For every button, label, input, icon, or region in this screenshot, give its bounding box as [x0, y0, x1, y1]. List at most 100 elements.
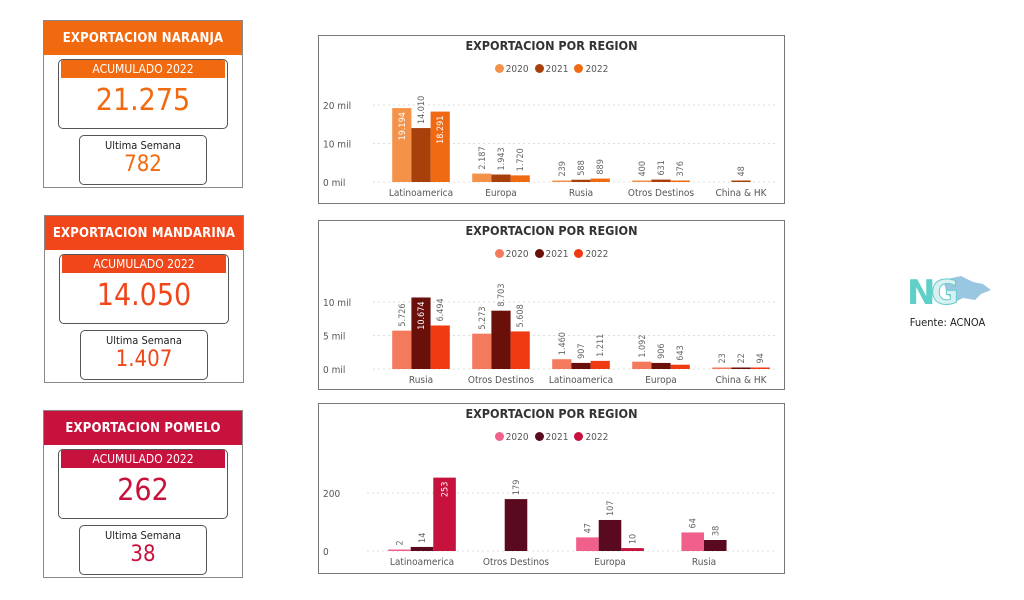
data-label: 5.726 [398, 303, 408, 326]
bar-2020[interactable] [712, 367, 732, 370]
legend-item[interactable]: 2020 [494, 64, 529, 75]
bar-2021[interactable] [571, 179, 591, 182]
data-label: 906 [657, 343, 667, 358]
bar-2021[interactable] [651, 362, 671, 369]
legend-label: 2021 [545, 64, 569, 75]
data-label: 239 [558, 161, 568, 176]
bar-2020[interactable] [552, 359, 572, 369]
bar-2020[interactable] [392, 108, 412, 182]
accumulated-value: 14.050 [96, 278, 192, 313]
chart-legend: 2020 2021 2022 [319, 432, 784, 443]
data-label: 1.092 [638, 334, 648, 357]
bar-2020[interactable] [681, 532, 704, 551]
legend-dot-icon [574, 432, 584, 441]
bar-2022[interactable] [750, 367, 770, 370]
legend-item[interactable]: 2021 [534, 64, 569, 75]
data-label: 5.608 [516, 304, 526, 327]
data-label: 631 [657, 160, 667, 175]
card-title: EXPORTACION MANDARINA [45, 216, 243, 250]
bar-2021[interactable] [491, 310, 511, 369]
bar-2022[interactable] [510, 175, 530, 182]
plot-area: 0 mil 10 mil 20 mil 19.194 14.010 18.291 Latin… [323, 96, 777, 199]
y-tick-label: 10 mil [323, 298, 351, 309]
bar-2021[interactable] [504, 499, 528, 551]
data-label: 400 [638, 161, 648, 176]
plot-area: 0 mil 5 mil 10 mil 5.726 10.674 6.494 Rusia 5.2… [323, 284, 777, 386]
bar-2021[interactable] [491, 174, 511, 182]
ng-logo-icon: N G [907, 273, 991, 314]
x-tick-label: Europa [594, 557, 626, 568]
bar-2022[interactable] [430, 111, 450, 182]
bar-2020[interactable] [632, 180, 652, 182]
y-tick-label: 0 mil [323, 178, 345, 189]
bar-2022[interactable] [590, 360, 610, 369]
data-label: 588 [577, 160, 587, 175]
legend-item[interactable]: 2022 [574, 249, 608, 260]
x-tick-label: Latinoamerica [389, 188, 453, 199]
data-label: 5.273 [478, 306, 488, 329]
bar-2020[interactable] [632, 361, 652, 369]
bar-2020[interactable] [576, 537, 599, 551]
bar-2022[interactable] [670, 364, 690, 369]
bar-2021[interactable] [651, 179, 671, 182]
legend-dot-icon [534, 432, 544, 441]
legend-dot-icon [494, 64, 504, 73]
legend-label: 2022 [585, 432, 609, 443]
bar-2021[interactable] [410, 546, 434, 551]
data-label: 19.194 [398, 112, 408, 140]
data-label: 6.494 [436, 298, 446, 321]
data-label: 22 [737, 353, 747, 363]
x-tick-label: Otros Destinos [628, 188, 695, 199]
bar-2022[interactable] [433, 477, 456, 551]
legend-label: 2022 [585, 249, 609, 260]
bar-2020[interactable] [472, 173, 492, 182]
data-label: 889 [596, 159, 606, 174]
bar-2020[interactable] [392, 330, 412, 369]
accumulated-value: 21.275 [95, 83, 191, 118]
chart-mandarina-region: EXPORTACION POR REGION 2020 2021 2022 0 mil 5… [318, 220, 785, 390]
bar-2020[interactable] [552, 180, 572, 183]
bar-2022[interactable] [621, 548, 644, 551]
y-tick-label: 0 mil [323, 365, 345, 376]
bar-2021[interactable] [598, 519, 622, 551]
bar-2022[interactable] [670, 180, 690, 183]
data-label: 179 [512, 480, 522, 495]
legend-item[interactable]: 2022 [574, 64, 608, 75]
bar-2022[interactable] [430, 325, 450, 369]
bar-2021[interactable] [411, 297, 431, 369]
accumulated-box: ACUMULADO 2022 21.275 [58, 59, 228, 129]
week-value: 782 [124, 152, 162, 177]
chart-title: EXPORTACION POR REGION [465, 38, 638, 53]
y-tick-label: 20 mil [323, 101, 351, 112]
legend-item[interactable]: 2022 [574, 432, 608, 443]
legend-label: 2021 [545, 432, 569, 443]
data-label: 48 [737, 166, 747, 176]
bar-2022[interactable] [510, 331, 530, 369]
y-tick-label: 5 mil [323, 332, 345, 343]
legend-item[interactable]: 2020 [494, 432, 529, 443]
bar-2021[interactable] [571, 362, 591, 369]
x-tick-label: China & HK [715, 188, 767, 199]
bar-2021[interactable] [704, 539, 727, 551]
x-tick-label: Otros Destinos [483, 557, 550, 568]
bar-2021[interactable] [731, 180, 751, 183]
legend-dot-icon [534, 249, 544, 258]
bar-2021[interactable] [731, 367, 751, 370]
legend-item[interactable]: 2021 [534, 249, 568, 260]
data-label: 10 [629, 534, 639, 544]
week-label: Ultima Semana [105, 529, 181, 542]
legend-item[interactable]: 2021 [534, 432, 569, 443]
legend-item[interactable]: 2020 [494, 249, 529, 260]
bar-2020[interactable] [472, 333, 492, 369]
bar-2020[interactable] [388, 549, 411, 552]
y-tick-label: 0 [323, 547, 329, 558]
data-label: 10.674 [417, 301, 427, 329]
data-label: 1.943 [497, 147, 507, 170]
week-box: Ultima Semana 782 [79, 135, 207, 185]
data-label: 94 [756, 353, 766, 363]
bar-2022[interactable] [590, 178, 610, 182]
logo: N G Fuente: ACNOA [900, 270, 995, 329]
chart-legend: 2020 2021 2022 [319, 249, 784, 260]
bar-2021[interactable] [411, 128, 431, 182]
svg-text:G: G [931, 273, 959, 310]
